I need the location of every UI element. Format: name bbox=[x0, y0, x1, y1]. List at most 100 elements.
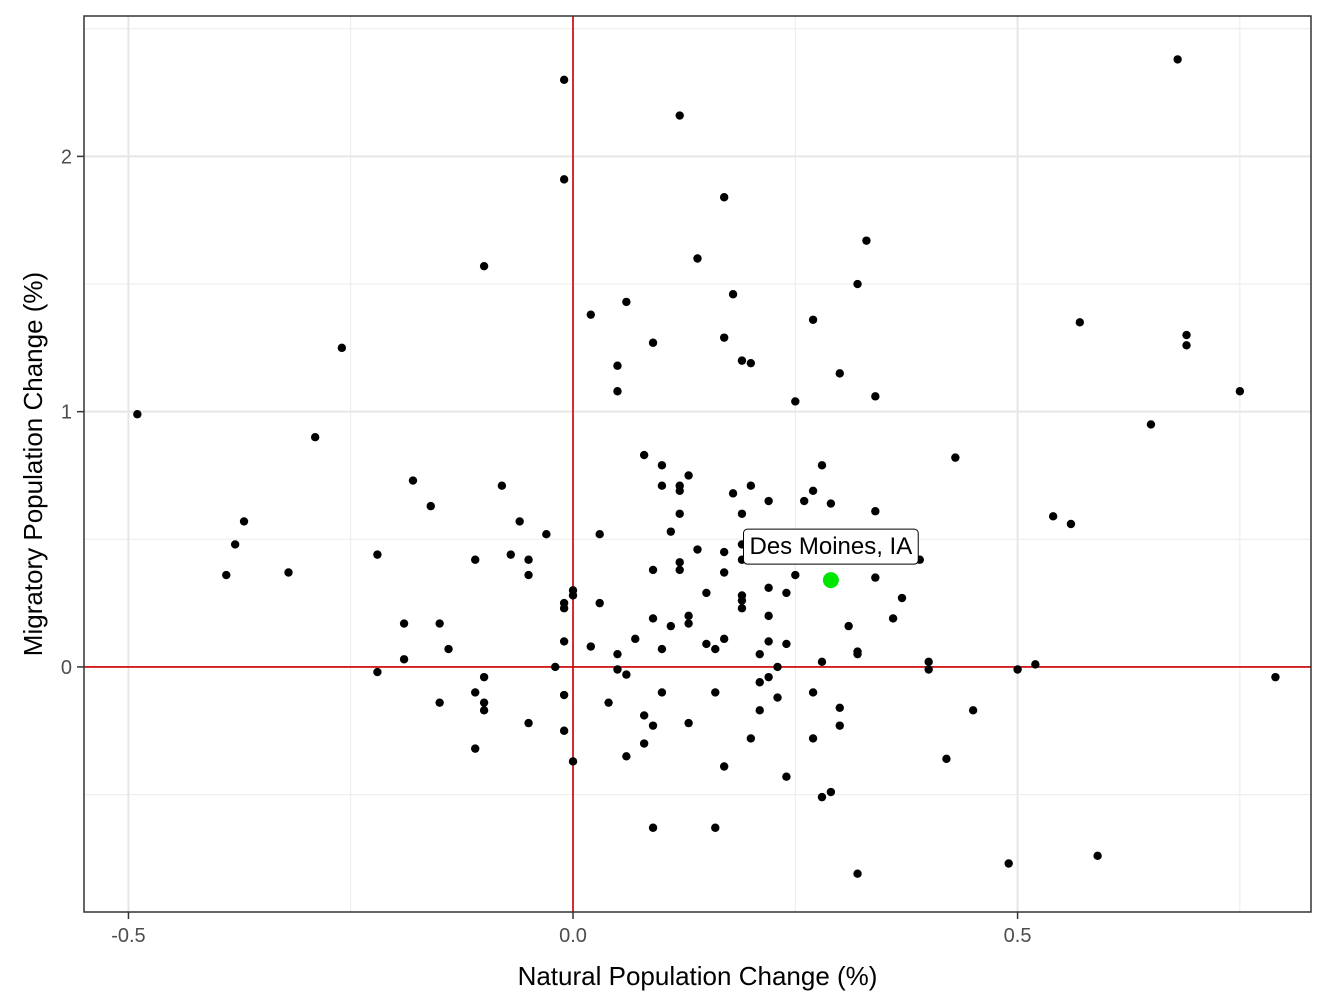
data-point bbox=[284, 568, 293, 577]
data-point bbox=[613, 361, 622, 370]
data-point bbox=[657, 644, 667, 654]
data-point bbox=[888, 614, 898, 623]
data-point bbox=[595, 598, 604, 608]
data-point bbox=[942, 754, 951, 764]
data-point bbox=[479, 698, 489, 707]
data-point bbox=[479, 261, 489, 271]
data-point bbox=[648, 823, 658, 832]
data-point bbox=[808, 315, 818, 324]
data-point bbox=[435, 619, 444, 628]
data-point bbox=[471, 688, 480, 697]
data-point bbox=[675, 486, 684, 496]
data-point bbox=[782, 772, 791, 781]
data-point bbox=[782, 588, 791, 598]
x-tick-label: 0.0 bbox=[559, 925, 587, 947]
data-point bbox=[559, 637, 569, 646]
data-points bbox=[133, 55, 1280, 878]
data-point bbox=[648, 565, 658, 575]
data-point bbox=[951, 453, 960, 462]
data-point bbox=[604, 698, 613, 707]
data-point bbox=[515, 517, 524, 526]
data-point bbox=[497, 481, 507, 490]
data-point bbox=[897, 593, 907, 603]
data-point bbox=[613, 649, 622, 659]
data-point bbox=[524, 718, 533, 728]
data-point bbox=[764, 496, 773, 506]
annotation-box bbox=[743, 528, 919, 565]
data-point bbox=[684, 619, 693, 628]
data-point bbox=[337, 343, 347, 353]
data-point bbox=[622, 670, 631, 679]
data-point bbox=[1013, 665, 1022, 674]
x-tick-label: -0.5 bbox=[111, 925, 145, 947]
data-point bbox=[711, 644, 720, 654]
data-point bbox=[835, 703, 844, 712]
data-point bbox=[1271, 672, 1280, 682]
data-point bbox=[719, 634, 729, 644]
data-point bbox=[444, 644, 453, 654]
data-point bbox=[426, 501, 435, 511]
data-point bbox=[684, 471, 693, 480]
data-point bbox=[675, 509, 684, 518]
x-axis: -0.5 0.0 0.5 bbox=[111, 912, 1031, 947]
data-point bbox=[871, 507, 880, 516]
annotation-label: Des Moines, IA bbox=[750, 533, 913, 560]
data-point bbox=[622, 297, 631, 307]
data-point bbox=[408, 476, 418, 485]
highlight-point bbox=[822, 572, 839, 589]
data-point bbox=[746, 734, 756, 743]
data-point bbox=[817, 461, 827, 470]
data-point bbox=[524, 555, 533, 564]
data-point bbox=[746, 358, 756, 368]
y-axis-title: Migratory Population Change (%) bbox=[18, 272, 48, 656]
data-point bbox=[1146, 420, 1156, 429]
data-point bbox=[1235, 387, 1245, 396]
data-point bbox=[764, 637, 773, 646]
data-point bbox=[719, 193, 729, 202]
data-point bbox=[613, 665, 622, 674]
data-point bbox=[737, 356, 747, 365]
data-point bbox=[559, 726, 569, 735]
y-tick-label: 2 bbox=[61, 146, 72, 168]
data-point bbox=[1075, 318, 1085, 327]
data-point bbox=[853, 649, 862, 659]
data-point bbox=[399, 619, 409, 628]
data-point bbox=[853, 279, 862, 289]
data-point bbox=[1182, 341, 1191, 350]
data-point bbox=[764, 583, 773, 593]
data-point bbox=[373, 550, 382, 559]
data-point bbox=[728, 489, 738, 498]
data-point bbox=[968, 706, 978, 715]
data-point bbox=[719, 547, 729, 557]
data-point bbox=[755, 678, 764, 687]
data-point bbox=[506, 550, 515, 559]
data-point bbox=[808, 688, 818, 697]
data-point bbox=[586, 310, 596, 319]
data-point bbox=[657, 481, 667, 490]
data-point bbox=[1048, 512, 1058, 521]
data-point bbox=[799, 496, 809, 506]
data-point bbox=[559, 690, 569, 700]
data-point bbox=[310, 432, 320, 442]
data-point bbox=[1093, 851, 1102, 861]
data-point bbox=[373, 667, 382, 677]
data-point bbox=[835, 721, 844, 730]
data-point bbox=[693, 254, 702, 263]
data-point bbox=[675, 558, 684, 567]
data-point bbox=[871, 573, 880, 582]
data-point bbox=[1004, 859, 1013, 868]
data-point bbox=[559, 75, 569, 85]
data-point bbox=[737, 509, 747, 518]
data-point bbox=[684, 611, 693, 621]
data-point bbox=[586, 642, 596, 651]
data-point bbox=[666, 621, 676, 631]
data-point bbox=[711, 688, 720, 697]
data-point bbox=[648, 338, 658, 347]
x-axis-title: Natural Population Change (%) bbox=[518, 961, 878, 991]
data-point bbox=[1066, 519, 1076, 529]
data-point bbox=[1031, 660, 1040, 669]
y-tick-label: 0 bbox=[61, 657, 72, 679]
data-point bbox=[808, 486, 818, 496]
data-point bbox=[559, 604, 569, 613]
